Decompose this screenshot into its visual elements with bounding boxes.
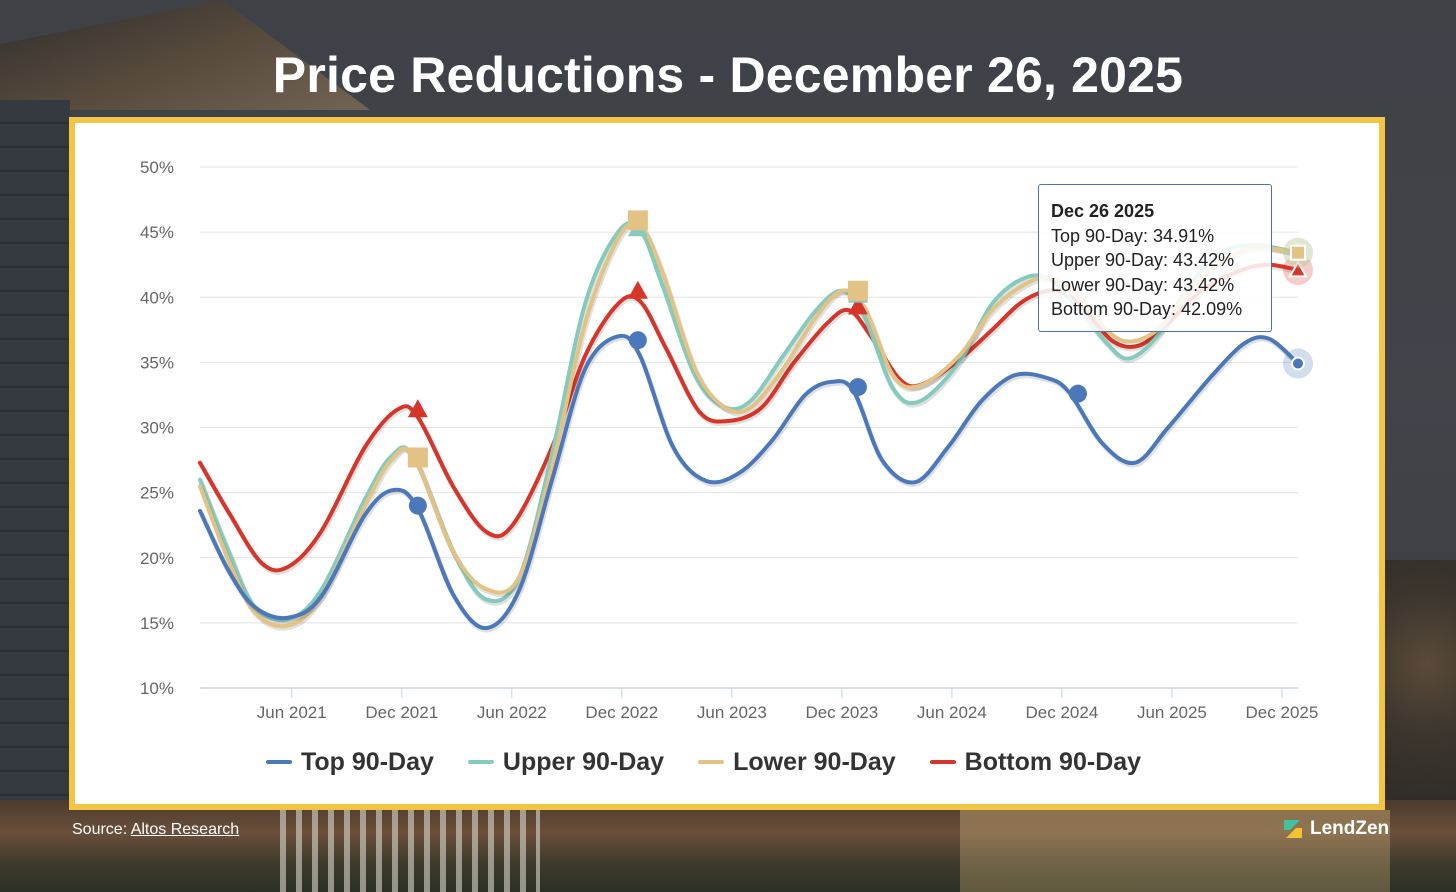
background-houses	[0, 800, 1456, 892]
tooltip-line-lower: Lower 90-Day: 43.42%	[1051, 274, 1235, 295]
marker-circle	[1291, 356, 1305, 371]
x-tick-label: Dec 2022	[585, 703, 658, 722]
x-tick-label: Dec 2023	[805, 703, 878, 722]
x-tick-label: Dec 2024	[1026, 703, 1099, 722]
brand-name: LendZen	[1310, 818, 1390, 839]
legend-swatch-lower	[698, 760, 725, 764]
y-tick-label: 30%	[140, 419, 174, 438]
tooltip-line-upper: Upper 90-Day: 43.42%	[1051, 250, 1235, 270]
legend-item-lower[interactable]: Lower 90-Day	[698, 748, 896, 777]
y-tick-label: 35%	[140, 353, 174, 372]
y-tick-label: 45%	[140, 223, 174, 242]
page-title: Price Reductions - December 26, 2025	[272, 47, 1184, 103]
background-house-siding	[0, 100, 70, 800]
chart-legend: Top 90-Day Upper 90-Day Lower 90-Day Bot…	[266, 744, 1175, 780]
tooltip-line-top: Top 90-Day: 34.91%	[1051, 225, 1215, 246]
marker-circle	[408, 496, 427, 515]
legend-label-top: Top 90-Day	[301, 747, 434, 776]
legend-swatch-top	[266, 760, 292, 764]
marker-triangle	[847, 296, 868, 315]
marker-circle	[628, 331, 647, 350]
tooltip-date: Dec 26 2025	[1051, 201, 1155, 221]
legend-swatch-bottom	[929, 760, 956, 764]
x-tick-label: Jun 2025	[1137, 703, 1207, 722]
x-tick-label: Dec 2025	[1246, 703, 1319, 722]
series-line-3	[198, 262, 1300, 573]
marker-circle	[848, 378, 867, 397]
source-link[interactable]: Altos Research	[130, 821, 240, 838]
marker-square	[407, 447, 428, 468]
y-tick-label: 25%	[140, 484, 174, 503]
x-tick-label: Jun 2024	[917, 703, 987, 722]
marker-triangle	[627, 280, 648, 299]
source-credit: Source: Altos Research	[72, 821, 239, 839]
y-tick-label: 40%	[140, 288, 174, 307]
series-line-0	[198, 333, 1300, 631]
legend-item-upper[interactable]: Upper 90-Day	[467, 747, 665, 777]
legend-label-upper: Upper 90-Day	[502, 747, 665, 776]
y-tick-label: 20%	[140, 549, 174, 568]
background-tree	[1384, 560, 1456, 820]
legend-swatch-upper	[467, 760, 494, 764]
marker-square	[627, 210, 648, 231]
legend-label-lower: Lower 90-Day	[733, 747, 896, 776]
marker-square	[847, 280, 868, 301]
tooltip-line-bottom: Bottom 90-Day: 42.09%	[1051, 299, 1243, 319]
x-tick-label: Jun 2022	[477, 703, 547, 722]
x-tick-label: Jun 2023	[697, 703, 767, 722]
lendzen-logo-icon	[1284, 820, 1302, 838]
marker-circle	[1068, 384, 1087, 403]
y-tick-label: 10%	[140, 679, 174, 698]
series-shadow	[198, 335, 1302, 633]
legend-item-bottom[interactable]: Bottom 90-Day	[929, 747, 1142, 777]
legend-item-top[interactable]: Top 90-Day	[266, 748, 434, 777]
marker-square	[1290, 244, 1306, 261]
chart-tooltip: Dec 26 2025 Top 90-Day: 34.91% Upper 90-…	[1038, 184, 1272, 332]
y-tick-label: 50%	[140, 158, 174, 177]
marker-triangle	[1288, 259, 1308, 278]
brand-logo: LendZen	[1282, 818, 1389, 840]
y-tick-label: 15%	[140, 614, 174, 633]
x-tick-label: Dec 2021	[365, 703, 438, 722]
legend-label-bottom: Bottom 90-Day	[964, 747, 1142, 776]
x-tick-label: Jun 2021	[257, 703, 327, 722]
source-label: Source:	[72, 821, 128, 838]
marker-triangle	[407, 399, 428, 418]
